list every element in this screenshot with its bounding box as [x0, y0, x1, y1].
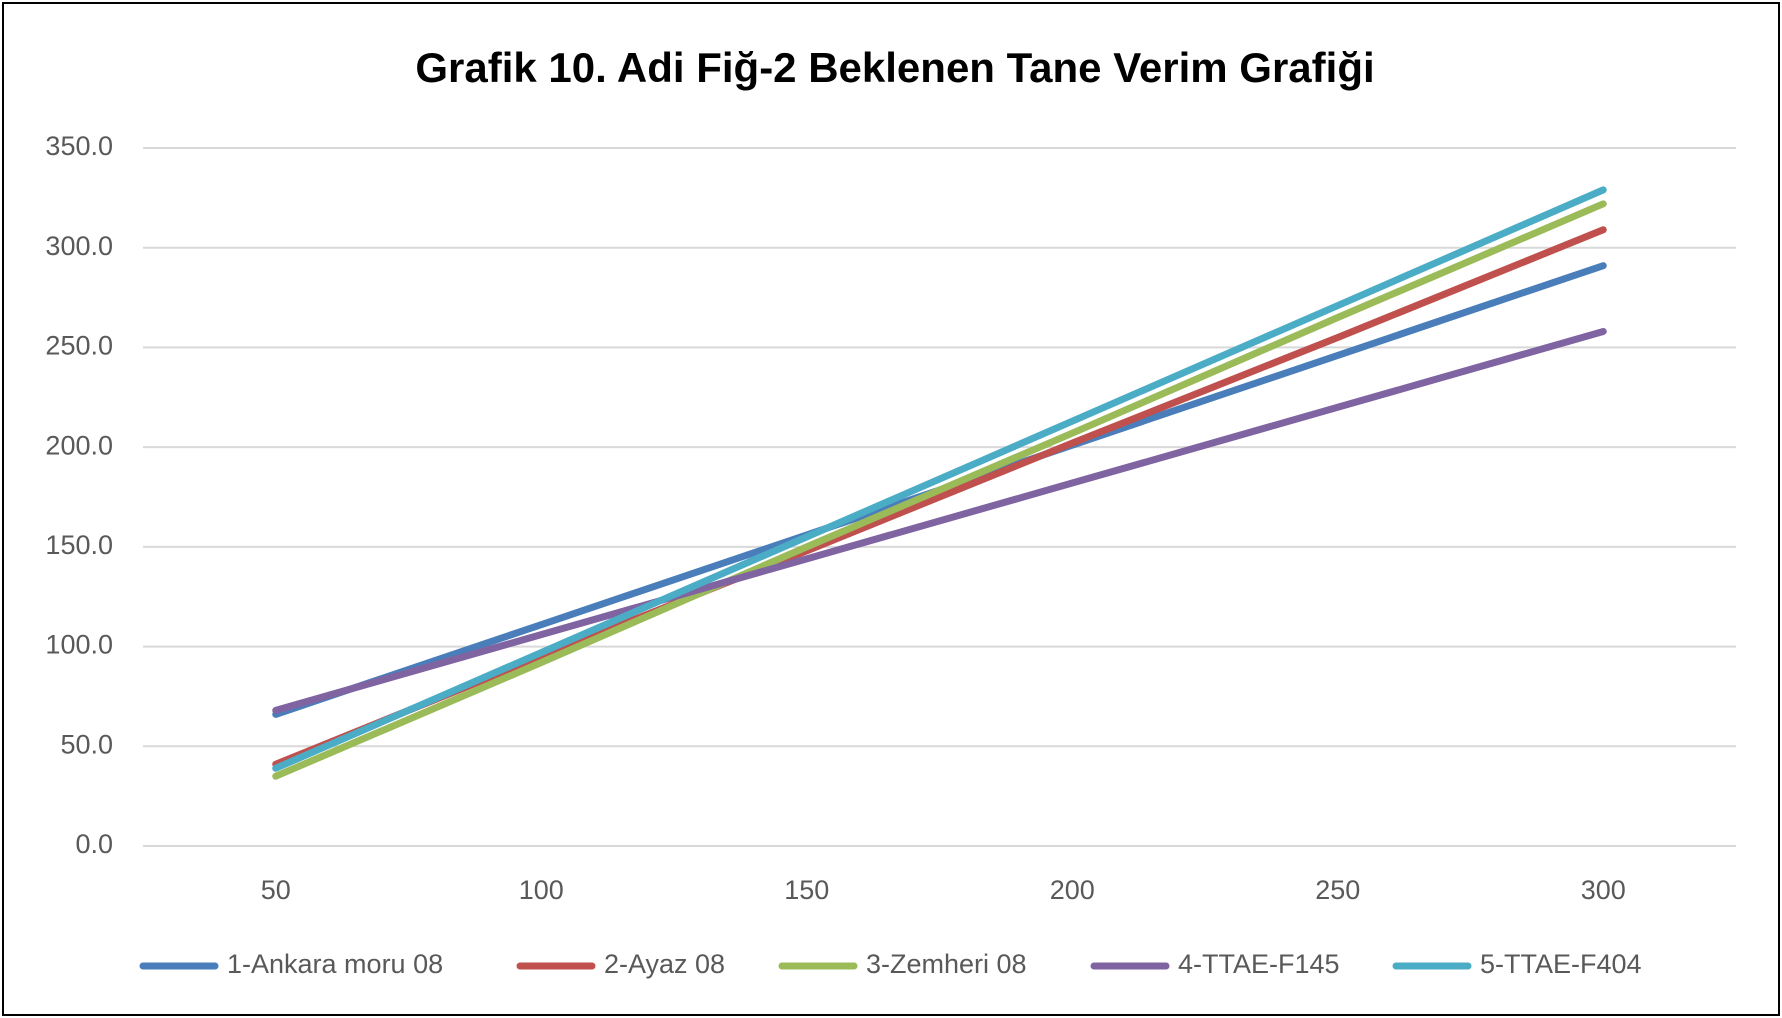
- y-tick-label: 50.0: [60, 729, 113, 759]
- y-tick-label: 150.0: [45, 530, 113, 560]
- y-tick-label: 300.0: [45, 231, 113, 261]
- x-tick-label: 150: [784, 875, 829, 905]
- legend-label: 3-Zemheri 08: [866, 949, 1027, 979]
- y-tick-label: 200.0: [45, 430, 113, 460]
- series-line: [272, 186, 1607, 772]
- legend-label: 4-TTAE-F145: [1178, 949, 1340, 979]
- y-tick-label: 100.0: [45, 630, 113, 660]
- y-tick-label: 0.0: [75, 829, 113, 859]
- legend-label: 5-TTAE-F404: [1480, 949, 1642, 979]
- chart-title: Grafik 10. Adi Fiğ-2 Beklenen Tane Verim…: [415, 44, 1374, 91]
- x-tick-label: 250: [1315, 875, 1360, 905]
- x-tick-label: 300: [1581, 875, 1626, 905]
- series-line: [272, 200, 1607, 780]
- y-tick-label: 250.0: [45, 331, 113, 361]
- x-tick-label: 100: [519, 875, 564, 905]
- legend-label: 2-Ayaz 08: [604, 949, 725, 979]
- x-tick-label: 50: [261, 875, 291, 905]
- legend-label: 1-Ankara moru 08: [227, 949, 443, 979]
- y-tick-label: 350.0: [45, 131, 113, 161]
- x-tick-label: 200: [1050, 875, 1095, 905]
- series-line: [272, 327, 1607, 714]
